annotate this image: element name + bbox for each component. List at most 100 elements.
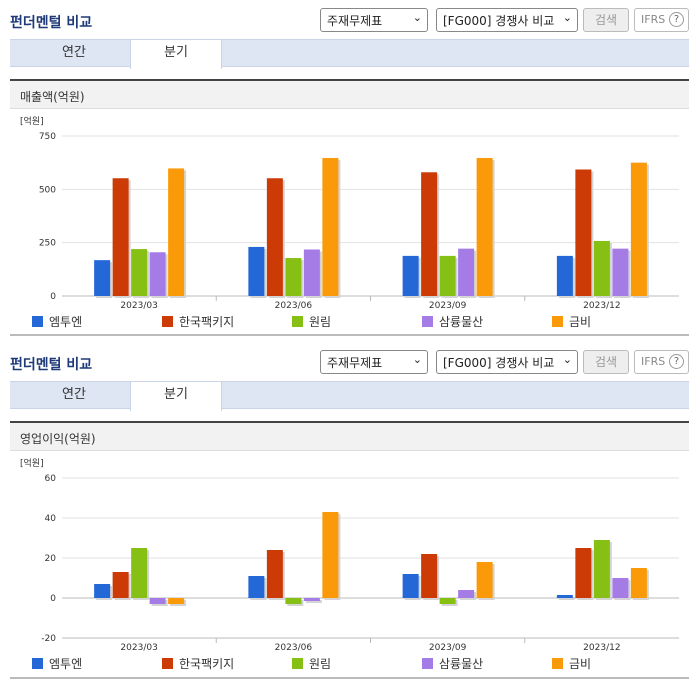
bar-금비[interactable] bbox=[322, 512, 339, 598]
bar-원림[interactable] bbox=[285, 258, 302, 296]
statement-type-value: 주재무제표 bbox=[327, 14, 383, 28]
metric-bar: 매출액(억원) bbox=[10, 79, 689, 109]
tab-quarterly[interactable]: 분기 bbox=[130, 382, 222, 411]
section-title: 펀더멘털 비교 bbox=[10, 357, 93, 373]
bar-금비[interactable] bbox=[168, 168, 185, 296]
bar-엠투엔[interactable] bbox=[248, 576, 265, 598]
legend-label: 삼륭물산 bbox=[439, 657, 484, 671]
bar-삼륭물산[interactable] bbox=[149, 598, 166, 604]
ifrs-button[interactable]: IFRS ? bbox=[634, 350, 689, 374]
period-tabs: 연간 분기 bbox=[10, 381, 689, 411]
search-button[interactable]: 검색 bbox=[583, 8, 629, 32]
legend-label: 금비 bbox=[569, 657, 592, 671]
bar-한국팩키지[interactable] bbox=[112, 178, 129, 296]
peer-group-select[interactable]: [FG000] 경쟁사 비교 ⌄ bbox=[436, 350, 578, 374]
y-tick-label: 60 bbox=[45, 474, 57, 484]
legend-item[interactable]: 금비 bbox=[552, 655, 591, 672]
y-tick-label: 750 bbox=[39, 132, 56, 142]
legend-item[interactable]: 한국팩키지 bbox=[162, 655, 234, 672]
peer-group-value: [FG000] 경쟁사 비교 bbox=[443, 14, 555, 28]
legend-label: 원림 bbox=[309, 657, 332, 671]
legend-item[interactable]: 엠투엔 bbox=[32, 313, 82, 330]
ifrs-button[interactable]: IFRS ? bbox=[634, 8, 689, 32]
divider bbox=[10, 334, 689, 336]
bar-엠투엔[interactable] bbox=[556, 595, 573, 598]
bar-한국팩키지[interactable] bbox=[112, 572, 129, 598]
section-title: 펀더멘털 비교 bbox=[10, 15, 93, 31]
bar-엠투엔[interactable] bbox=[556, 255, 573, 296]
bar-한국팩키지[interactable] bbox=[266, 178, 283, 296]
bar-원림[interactable] bbox=[439, 255, 456, 296]
unit-label: [억원] bbox=[20, 457, 44, 469]
legend-label: 금비 bbox=[569, 315, 592, 329]
legend-swatch bbox=[162, 316, 173, 327]
tab-quarterly[interactable]: 분기 bbox=[130, 40, 222, 69]
legend-item[interactable]: 삼륭물산 bbox=[422, 313, 483, 330]
bar-엠투엔[interactable] bbox=[402, 574, 419, 598]
bar-한국팩키지[interactable] bbox=[575, 169, 592, 296]
peer-group-select[interactable]: [FG000] 경쟁사 비교 ⌄ bbox=[436, 8, 578, 32]
legend-item[interactable]: 금비 bbox=[552, 313, 591, 330]
bar-원림[interactable] bbox=[131, 548, 148, 598]
statement-type-value: 주재무제표 bbox=[327, 356, 383, 370]
x-tick-label: 2023/06 bbox=[275, 301, 313, 310]
bar-원림[interactable] bbox=[439, 598, 456, 604]
bar-삼륭물산[interactable] bbox=[458, 248, 475, 296]
section-header: 펀더멘털 비교 주재무제표 ⌄ [FG000] 경쟁사 비교 ⌄ 검색 IFRS… bbox=[0, 342, 696, 380]
statement-type-select[interactable]: 주재무제표 ⌄ bbox=[320, 350, 428, 374]
bar-엠투엔[interactable] bbox=[94, 260, 111, 296]
legend-swatch bbox=[32, 316, 43, 327]
bar-원림[interactable] bbox=[593, 240, 610, 296]
sales-legend: 엠투엔 한국팩키지 원림 삼륭물산 금비 bbox=[0, 313, 696, 333]
bar-금비[interactable] bbox=[476, 157, 493, 296]
bar-한국팩키지[interactable] bbox=[421, 172, 438, 296]
bar-한국팩키지[interactable] bbox=[575, 548, 592, 598]
y-tick-label: 0 bbox=[50, 594, 56, 604]
tab-annual[interactable]: 연간 bbox=[62, 45, 86, 60]
legend-item[interactable]: 원림 bbox=[292, 655, 331, 672]
bar-금비[interactable] bbox=[168, 598, 185, 604]
divider bbox=[10, 677, 689, 679]
bar-한국팩키지[interactable] bbox=[421, 554, 438, 598]
bar-원림[interactable] bbox=[285, 598, 302, 604]
chevron-down-icon: ⌄ bbox=[562, 353, 572, 366]
bar-금비[interactable] bbox=[476, 562, 493, 598]
bar-shadow bbox=[305, 600, 322, 603]
bar-삼륭물산[interactable] bbox=[303, 249, 320, 296]
x-tick-label: 2023/09 bbox=[429, 301, 467, 310]
bar-한국팩키지[interactable] bbox=[266, 550, 283, 598]
bar-엠투엔[interactable] bbox=[248, 246, 265, 296]
bar-삼륭물산[interactable] bbox=[458, 590, 475, 598]
bar-원림[interactable] bbox=[593, 540, 610, 598]
x-tick-label: 2023/06 bbox=[275, 643, 313, 652]
y-tick-label: 250 bbox=[39, 239, 56, 249]
bar-엠투엔[interactable] bbox=[402, 255, 419, 296]
legend-item[interactable]: 한국팩키지 bbox=[162, 313, 234, 330]
legend-item[interactable]: 삼륭물산 bbox=[422, 655, 483, 672]
peer-group-value: [FG000] 경쟁사 비교 bbox=[443, 356, 555, 370]
bar-삼륭물산[interactable] bbox=[612, 248, 629, 296]
chevron-down-icon: ⌄ bbox=[412, 353, 422, 366]
bar-금비[interactable] bbox=[322, 157, 339, 296]
y-tick-label: 0 bbox=[50, 292, 56, 302]
statement-type-select[interactable]: 주재무제표 ⌄ bbox=[320, 8, 428, 32]
x-tick-label: 2023/09 bbox=[429, 643, 467, 652]
x-tick-label: 2023/03 bbox=[120, 301, 157, 310]
bar-엠투엔[interactable] bbox=[94, 584, 111, 598]
bar-shadow bbox=[558, 597, 575, 600]
x-tick-label: 2023/03 bbox=[120, 643, 157, 652]
bar-금비[interactable] bbox=[630, 568, 647, 598]
tab-annual[interactable]: 연간 bbox=[62, 387, 86, 402]
legend-item[interactable]: 원림 bbox=[292, 313, 331, 330]
legend-swatch bbox=[292, 658, 303, 669]
bar-삼륭물산[interactable] bbox=[303, 598, 320, 601]
legend-swatch bbox=[422, 658, 433, 669]
y-tick-label: 40 bbox=[45, 514, 57, 524]
bar-삼륭물산[interactable] bbox=[149, 252, 166, 296]
search-button[interactable]: 검색 bbox=[583, 350, 629, 374]
bar-원림[interactable] bbox=[131, 249, 148, 296]
bar-금비[interactable] bbox=[630, 162, 647, 296]
bar-삼륭물산[interactable] bbox=[612, 578, 629, 598]
legend-item[interactable]: 엠투엔 bbox=[32, 655, 82, 672]
chevron-down-icon: ⌄ bbox=[412, 11, 422, 24]
